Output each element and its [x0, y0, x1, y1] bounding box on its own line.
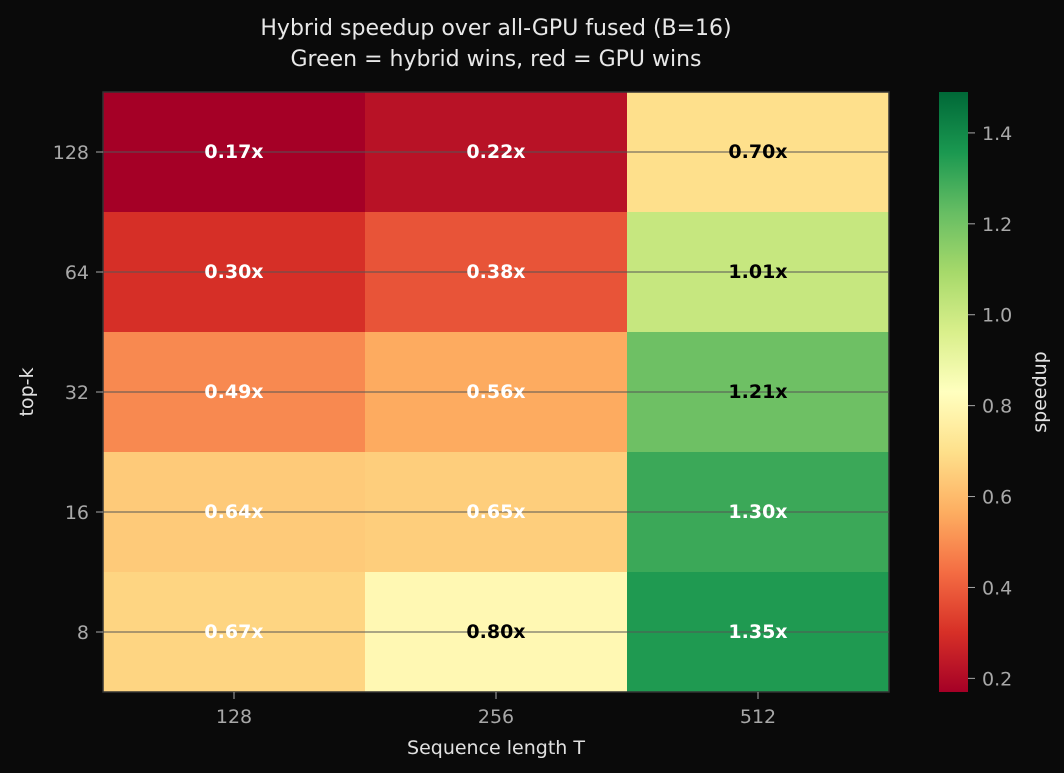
y-axis-ticks: 128 64 32 16 8 — [53, 142, 103, 644]
x-axis-label: Sequence length T — [407, 737, 585, 759]
x-axis-ticks: 128 256 512 — [216, 692, 776, 728]
chart-title: Hybrid speedup over all-GPU fused (B=16) — [260, 16, 731, 41]
cell-value-label: 1.35x — [728, 621, 787, 643]
heatmap-gridlines: 0.17x 0.22x 0.70x 0.30x 0.38x 1.01x 0.49x 0.56x… — [103, 141, 889, 643]
cell-value-label: 0.65x — [466, 501, 525, 523]
colorbar-label: speedup — [1029, 351, 1051, 433]
x-tick-label: 512 — [740, 706, 776, 728]
cell-value-label: 0.67x — [204, 621, 263, 643]
colorbar-ticks: 0.2 0.4 0.6 0.8 1.0 1.2 1.4 — [968, 123, 1012, 690]
y-tick-label: 128 — [53, 142, 89, 164]
y-tick-label: 32 — [65, 382, 89, 404]
colorbar-tick-label: 0.8 — [982, 396, 1012, 418]
y-tick-label: 64 — [65, 262, 89, 284]
colorbar-tick-label: 1.2 — [982, 214, 1012, 236]
colorbar — [939, 92, 968, 692]
colorbar-tick-label: 0.2 — [982, 668, 1012, 690]
cell-value-label: 0.56x — [466, 381, 525, 403]
cell-value-label: 1.21x — [728, 381, 787, 403]
y-tick-label: 16 — [65, 502, 89, 524]
cell-value-label: 1.30x — [728, 501, 787, 523]
cell-value-label: 0.30x — [204, 261, 263, 283]
y-axis-label: top-k — [16, 368, 38, 417]
cell-value-label: 0.64x — [204, 501, 263, 523]
cell-value-label: 0.22x — [466, 141, 525, 163]
cell-value-label: 1.01x — [728, 261, 787, 283]
cell-value-label: 0.49x — [204, 381, 263, 403]
cell-value-label: 0.80x — [466, 621, 525, 643]
colorbar-tick-label: 1.4 — [982, 123, 1012, 145]
x-tick-label: 256 — [478, 706, 514, 728]
colorbar-tick-label: 0.6 — [982, 487, 1012, 509]
x-tick-label: 128 — [216, 706, 252, 728]
cell-value-label: 0.17x — [204, 141, 263, 163]
chart-subtitle: Green = hybrid wins, red = GPU wins — [291, 47, 702, 72]
y-tick-label: 8 — [77, 622, 89, 644]
cell-value-label: 0.38x — [466, 261, 525, 283]
colorbar-tick-label: 0.4 — [982, 577, 1012, 599]
colorbar-tick-label: 1.0 — [982, 305, 1012, 327]
cell-value-label: 0.70x — [728, 141, 787, 163]
